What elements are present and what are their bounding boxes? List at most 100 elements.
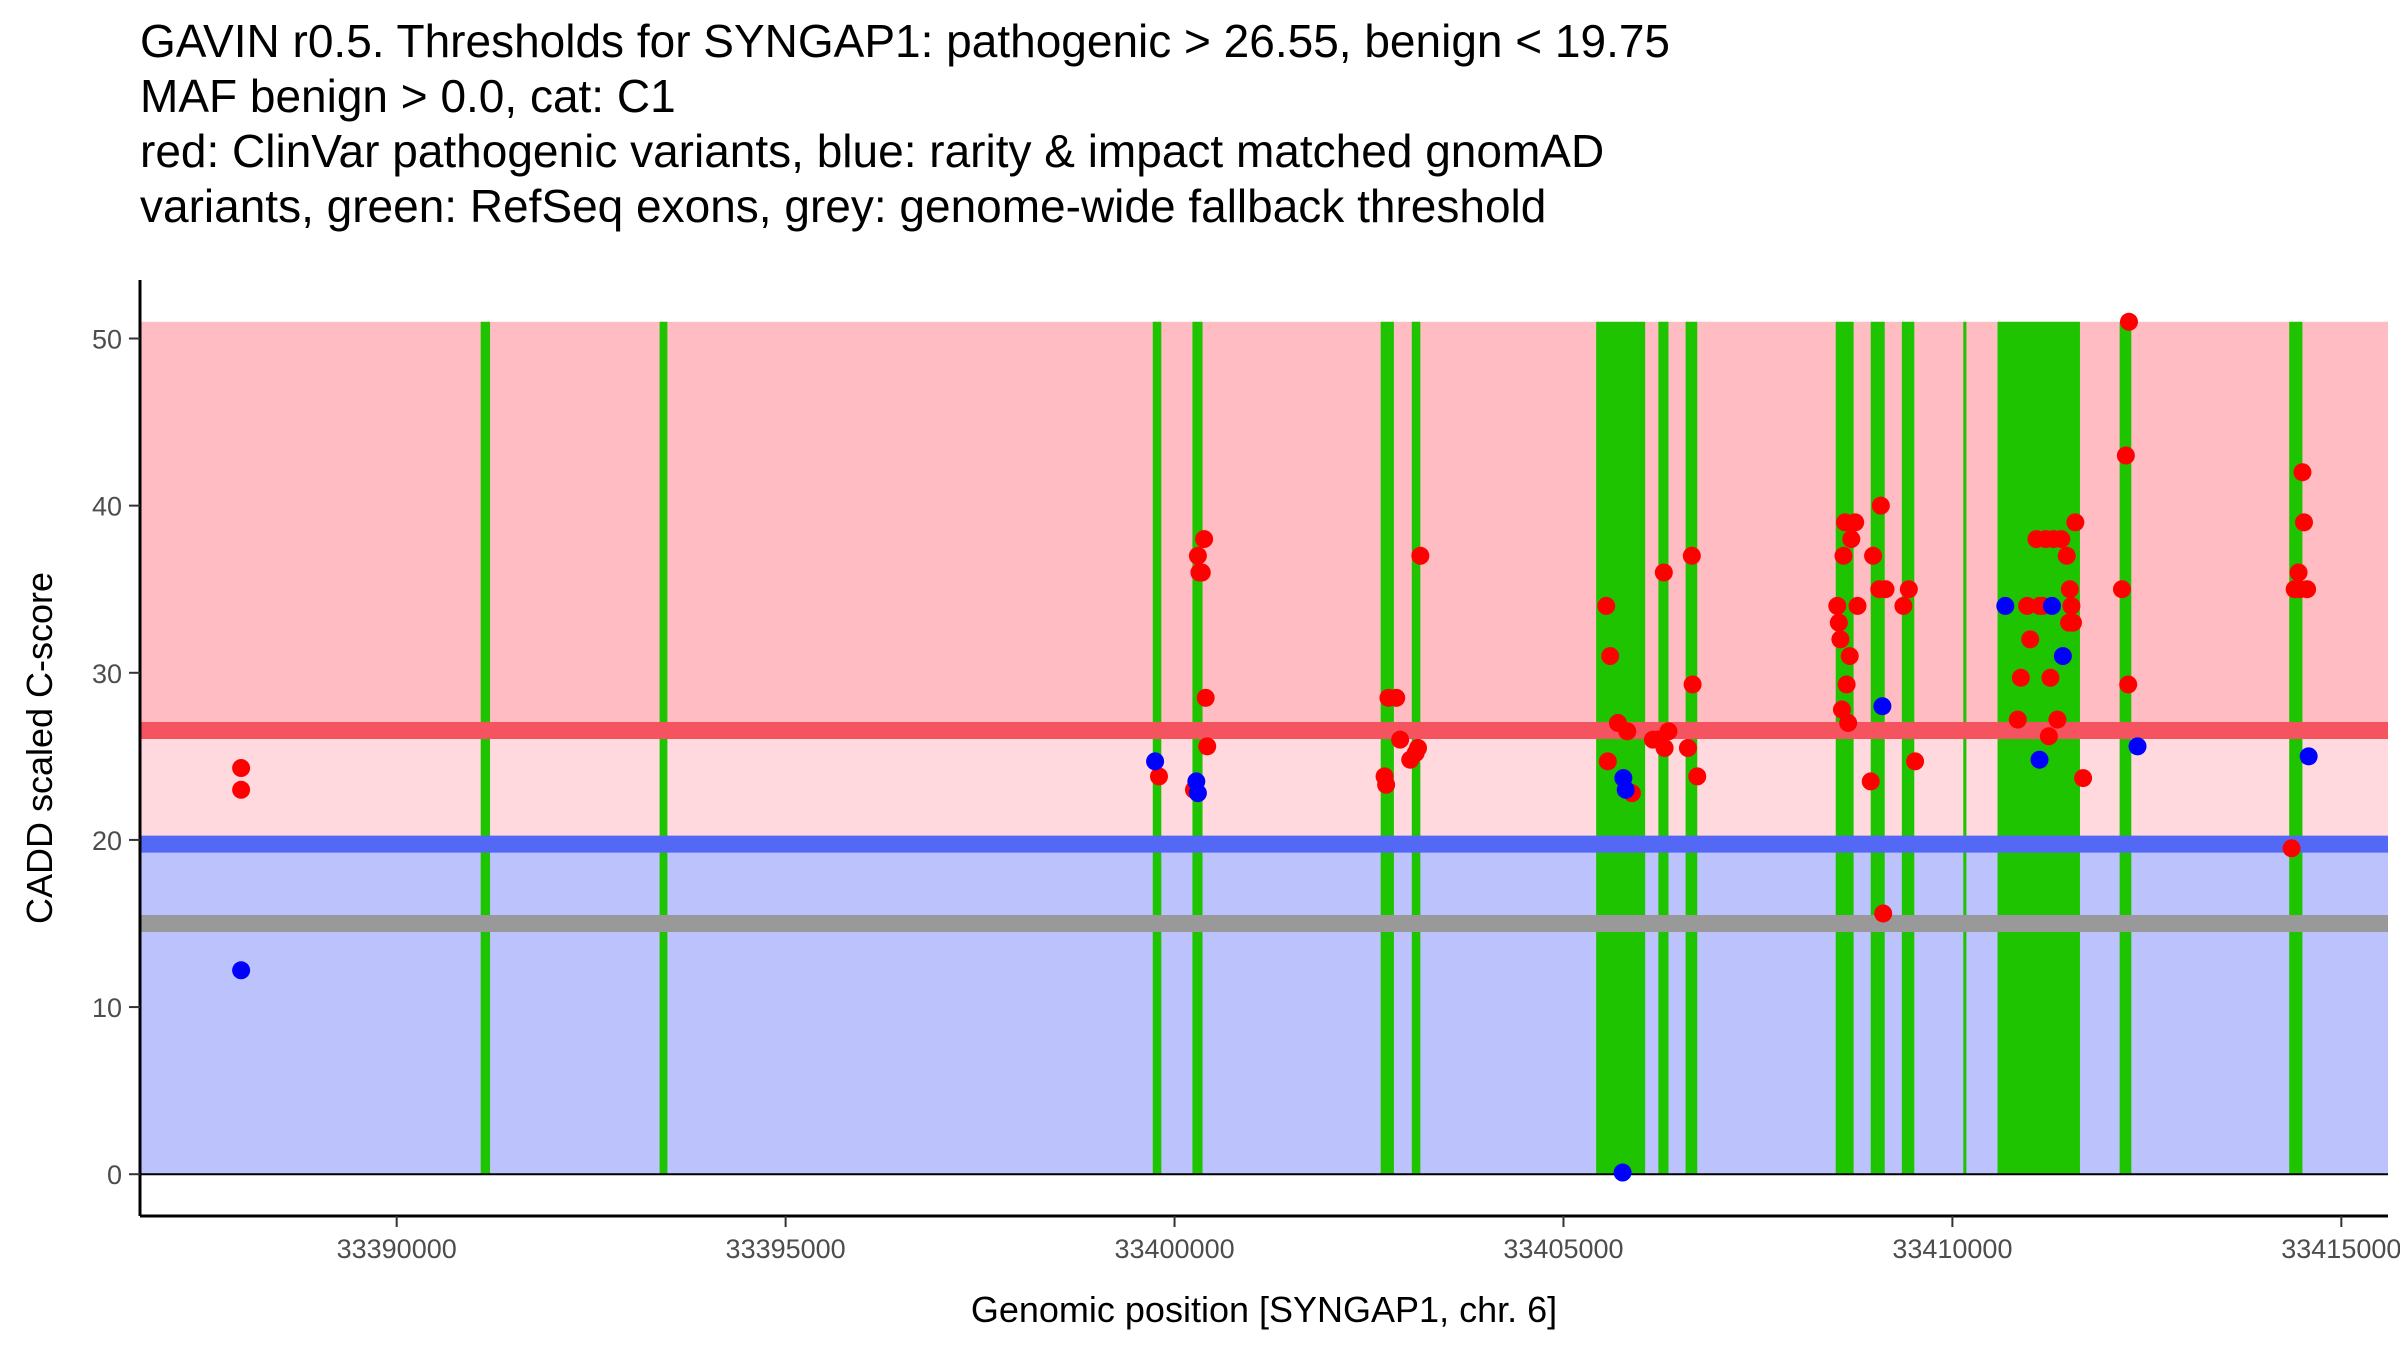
clinvar-point (1840, 647, 1859, 666)
clinvar-point (1597, 596, 1616, 615)
gnomad-point (1873, 697, 1892, 716)
clinvar-point (2041, 668, 2060, 687)
clinvar-point (2298, 580, 2317, 599)
clinvar-point (1678, 739, 1697, 757)
clinvar-point (2060, 580, 2079, 599)
clinvar-point (1391, 730, 1410, 749)
clinvar-point (1195, 530, 1214, 549)
clinvar-point (2074, 769, 2093, 788)
data-points (232, 312, 2318, 1182)
clinvar-point (1842, 530, 1861, 549)
x-tick-label: 33405000 (1503, 1234, 1623, 1264)
exon-bar (659, 321, 668, 1175)
y-ticks: 0 10 20 30 40 50 (92, 325, 140, 1190)
clinvar-point (2112, 580, 2131, 599)
clinvar-point (1871, 496, 1890, 515)
clinvar-point (2052, 530, 2071, 549)
chart-title: GAVIN r0.5. Thresholds for SYNGAP1: path… (140, 14, 1670, 234)
clinvar-point (2063, 613, 2082, 632)
clinvar-point (2008, 710, 2027, 729)
gnomad-point (1996, 596, 2015, 615)
clinvar-point (1409, 739, 1428, 757)
x-tick-label: 33395000 (726, 1234, 846, 1264)
clinvar-point (2293, 463, 2312, 482)
clinvar-point (1196, 688, 1215, 707)
exon-bar (1835, 321, 1854, 1175)
clinvar-point (1682, 546, 1701, 565)
clinvar-point (1876, 580, 1895, 599)
y-tick-label: 20 (92, 826, 122, 856)
clinvar-point (1829, 613, 1848, 632)
clinvar-point (1906, 752, 1925, 771)
clinvar-point (1654, 563, 1673, 582)
gnomad-point (2042, 596, 2061, 615)
clinvar-point (1828, 596, 1847, 615)
x-axis-label: Genomic position [SYNGAP1, chr. 6] (971, 1289, 1557, 1330)
clinvar-point (232, 759, 251, 778)
clinvar-point (2294, 513, 2313, 532)
clinvar-point (1837, 675, 1856, 694)
gnomad-point (1146, 752, 1165, 771)
clinvar-point (1655, 739, 1674, 757)
clinvar-point (1834, 546, 1853, 565)
clinvar-point (2119, 675, 2138, 694)
clinvar-point (1899, 580, 1918, 599)
clinvar-point (1618, 722, 1637, 741)
clinvar-point (1659, 722, 1678, 741)
clinvar-point (1831, 630, 1850, 649)
clinvar-point (1149, 767, 1168, 786)
clinvar-point (1864, 546, 1883, 565)
clinvar-point (2289, 563, 2308, 582)
clinvar-point (1848, 596, 1867, 615)
exon-bar (2119, 321, 2132, 1175)
axes (138, 280, 2388, 1218)
clinvar-point (232, 780, 251, 799)
clinvar-point (1846, 513, 1865, 532)
y-axis-label: CADD scaled C-score (19, 572, 60, 924)
exon-bar (1152, 321, 1162, 1175)
title-line-2: MAF benign > 0.0, cat: C1 (140, 70, 676, 122)
x-ticks: 33390000 33395000 33400000 33405000 33410000… (337, 1216, 2400, 1264)
x-tick-label: 33390000 (337, 1234, 457, 1264)
exon-bar (1901, 321, 1915, 1175)
title-line-3: red: ClinVar pathogenic variants, blue: … (140, 125, 1605, 177)
exon-bar (1870, 321, 1885, 1175)
clinvar-point (1832, 700, 1851, 719)
gnomad-point (1616, 780, 1635, 799)
title-line-4: variants, green: RefSeq exons, grey: gen… (140, 180, 1547, 232)
exon-bar (1380, 321, 1394, 1175)
clinvar-point (1839, 713, 1858, 732)
clinvar-point (2282, 839, 2301, 858)
clinvar-point (1874, 904, 1893, 923)
clinvar-point (1683, 675, 1702, 694)
clinvar-point (1598, 752, 1617, 771)
clinvar-point (1688, 767, 1707, 786)
y-tick-label: 0 (107, 1160, 122, 1190)
clinvar-point (2018, 596, 2037, 615)
exon-bar (1192, 321, 1203, 1175)
clinvar-point (2066, 513, 2085, 532)
clinvar-point (1188, 546, 1207, 565)
clinvar-point (2057, 546, 2076, 565)
x-tick-label: 33410000 (1892, 1234, 2012, 1264)
x-tick-label: 33415000 (2281, 1234, 2400, 1264)
y-tick-label: 10 (92, 993, 122, 1023)
gnomad-point (232, 961, 251, 980)
clinvar-point (1192, 563, 1211, 582)
clinvar-point (1894, 596, 1913, 615)
clinvar-point (2116, 446, 2135, 465)
clinvar-point (1198, 737, 1217, 756)
gnomad-point (1613, 1163, 1632, 1182)
gnomad-point (2053, 647, 2072, 666)
clinvar-point (1861, 772, 1880, 791)
clinvar-point (2062, 596, 2081, 615)
clinvar-point (1601, 647, 1620, 666)
y-tick-label: 30 (92, 659, 122, 689)
gnomad-point (2299, 747, 2318, 766)
clinvar-point (2011, 668, 2030, 687)
exon-bar (2289, 321, 2303, 1175)
exon-bar (1963, 321, 1967, 1175)
y-tick-label: 50 (92, 325, 122, 355)
threshold-lines (140, 721, 2388, 1176)
